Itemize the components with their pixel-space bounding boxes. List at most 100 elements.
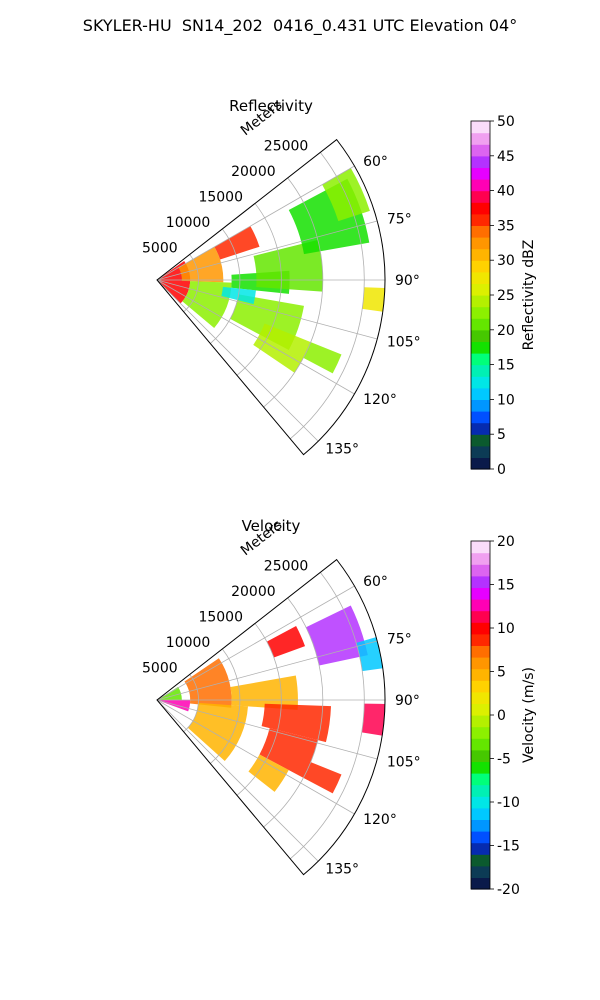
- chart-1-colorbar-tick-label: 20: [497, 534, 515, 550]
- chart-1-angle-tick-label: 60°: [363, 574, 388, 590]
- chart-0-colorbar-tick-label: 25: [497, 288, 515, 304]
- chart-0-colorbar-segment: [471, 329, 490, 342]
- chart-1-colorbar-segment: [471, 541, 490, 554]
- chart-0-colorbar-tick-label: 40: [497, 184, 515, 200]
- chart-1-colorbar-segment: [471, 749, 490, 762]
- chart-0-grid-arc: [263, 177, 324, 408]
- chart-0-grid-spoke: [156, 220, 378, 281]
- chart-0-colorbar-segment: [471, 167, 490, 180]
- chart-1-colorbar-segment: [471, 622, 490, 635]
- chart-1-colorbar-segment: [471, 738, 490, 751]
- chart-0-colorbar-segment: [471, 318, 490, 331]
- chart-0-colorbar-segment: [471, 445, 490, 458]
- chart-1-colorbar-segment: [471, 854, 490, 867]
- chart-1-colorbar-segment: [471, 784, 490, 797]
- chart-1-grid-arc: [183, 674, 199, 733]
- chart-1-colorbar-tick-label: -15: [497, 839, 520, 855]
- chart-0-colorbar-segment: [471, 213, 490, 226]
- chart-0-sector-frame: [156, 138, 386, 456]
- chart-0-grid-spoke: [156, 279, 378, 340]
- chart-0-radial-tick-label: 10000: [166, 215, 211, 231]
- chart-1-colorbar-segment: [471, 773, 490, 786]
- chart-1-colorbar-segment: [471, 610, 490, 623]
- chart-1-colorbar-segment: [471, 842, 490, 855]
- chart-0-colorbar-tick-label: 50: [497, 114, 515, 130]
- chart-0-colorbar-segment: [471, 179, 490, 192]
- chart-0-colorbar-segment: [471, 341, 490, 354]
- chart-0-colorbar-tick-label: 45: [497, 149, 515, 165]
- chart-1-colorbar-segment: [471, 865, 490, 878]
- chart-0-colorbar-segment: [471, 248, 490, 261]
- chart-1-grid-spoke: [156, 585, 355, 701]
- chart-0-angle-tick-label: 75°: [387, 211, 412, 227]
- chart-1-title: Velocity: [242, 517, 301, 535]
- chart-1-angle-tick-label: 75°: [387, 631, 412, 647]
- chart-0-colorbar-tick-label: 0: [497, 462, 506, 478]
- chart-0-grid-arc: [289, 152, 365, 440]
- chart-0-radial-tick-label: 5000: [142, 240, 178, 256]
- chart-1-radial-tick-label: 15000: [198, 609, 243, 625]
- chart-0-colorbar-tick-label: 20: [497, 323, 515, 339]
- chart-1-radial-tick-label: 10000: [166, 635, 211, 651]
- chart-1-colorbar-segment: [471, 877, 490, 890]
- chart-1-angle-tick-label: 105°: [387, 755, 421, 771]
- chart-0-colorbar-segment: [471, 132, 490, 145]
- chart-1-grid-spoke: [156, 699, 319, 862]
- chart-0-grid-arc: [210, 228, 241, 344]
- chart-0-grid-arc: [183, 254, 199, 313]
- chart-1-colorbar-segment: [471, 831, 490, 844]
- chart-0-colorbar-segment: [471, 155, 490, 168]
- chart-0-colorbar-segment: [471, 121, 490, 134]
- chart-0-data-cell: [303, 342, 342, 374]
- chart-0-angle-tick-label: 90°: [395, 273, 420, 289]
- chart-0-colorbar-tick-label: 10: [497, 392, 515, 408]
- chart-1-colorbar-segment: [471, 680, 490, 693]
- chart-0-colorbar-segment: [471, 376, 490, 389]
- chart-1-grid-arc: [289, 572, 365, 860]
- chart-1-colorbar-tick-label: -10: [497, 795, 520, 811]
- chart-0-angle-tick-label: 135°: [325, 441, 359, 457]
- chart-1-colorbar-tick-label: 10: [497, 621, 515, 637]
- chart-0-grid-spoke: [156, 279, 319, 442]
- chart-0-colorbar-segment: [471, 144, 490, 157]
- chart-1-colorbar-label: Velocity (m/s): [521, 667, 537, 763]
- chart-0-grid-spoke: [156, 165, 355, 281]
- chart-1-data-cell: [259, 728, 318, 778]
- chart-1-colorbar-segment: [471, 726, 490, 739]
- chart-1-colorbar-tick-label: 5: [497, 665, 506, 681]
- chart-0-angle-tick-label: 120°: [363, 392, 397, 408]
- chart-0-grid-arc: [236, 203, 282, 376]
- chart-1-colorbar-segment: [471, 552, 490, 565]
- chart-1-data-cell: [303, 762, 342, 794]
- chart-1-data-cell: [356, 637, 383, 672]
- chart-1-colorbar-segment: [471, 575, 490, 588]
- chart-1-colorbar-segment: [471, 703, 490, 716]
- chart-1-grid-spoke: [156, 699, 378, 760]
- chart-0-colorbar-segment: [471, 387, 490, 400]
- chart-0-colorbar-segment: [471, 225, 490, 238]
- chart-0-colorbar-segment: [471, 422, 490, 435]
- chart-0-data-cell: [178, 246, 224, 283]
- chart-1-data-cell: [266, 626, 306, 658]
- chart-0-title: Reflectivity: [229, 97, 313, 115]
- chart-1-grid-spoke: [156, 640, 378, 701]
- chart-1-colorbar-segment: [471, 761, 490, 774]
- chart-0-angle-tick-label: 60°: [363, 154, 388, 170]
- chart-1-colorbar-segment: [471, 645, 490, 658]
- chart-0-colorbar-segment: [471, 283, 490, 296]
- chart-0-data-cell: [362, 287, 385, 312]
- chart-0-data-cell: [253, 323, 311, 373]
- chart-0-colorbar-segment: [471, 364, 490, 377]
- chart-1-angle-tick-label: 90°: [395, 693, 420, 709]
- chart-0-colorbar-segment: [471, 295, 490, 308]
- chart-0-grid-spoke: [156, 279, 355, 395]
- chart-1-colorbar-tick-label: 15: [497, 578, 515, 594]
- chart-1-colorbar-segment: [471, 633, 490, 646]
- chart-1-colorbar-segment: [471, 819, 490, 832]
- chart-0-colorbar-segment: [471, 260, 490, 273]
- chart-1-data-cell: [187, 702, 248, 762]
- chart-0-angle-tick-label: 105°: [387, 335, 421, 351]
- chart-1-colorbar-segment: [471, 657, 490, 670]
- chart-1-colorbar-segment: [471, 796, 490, 809]
